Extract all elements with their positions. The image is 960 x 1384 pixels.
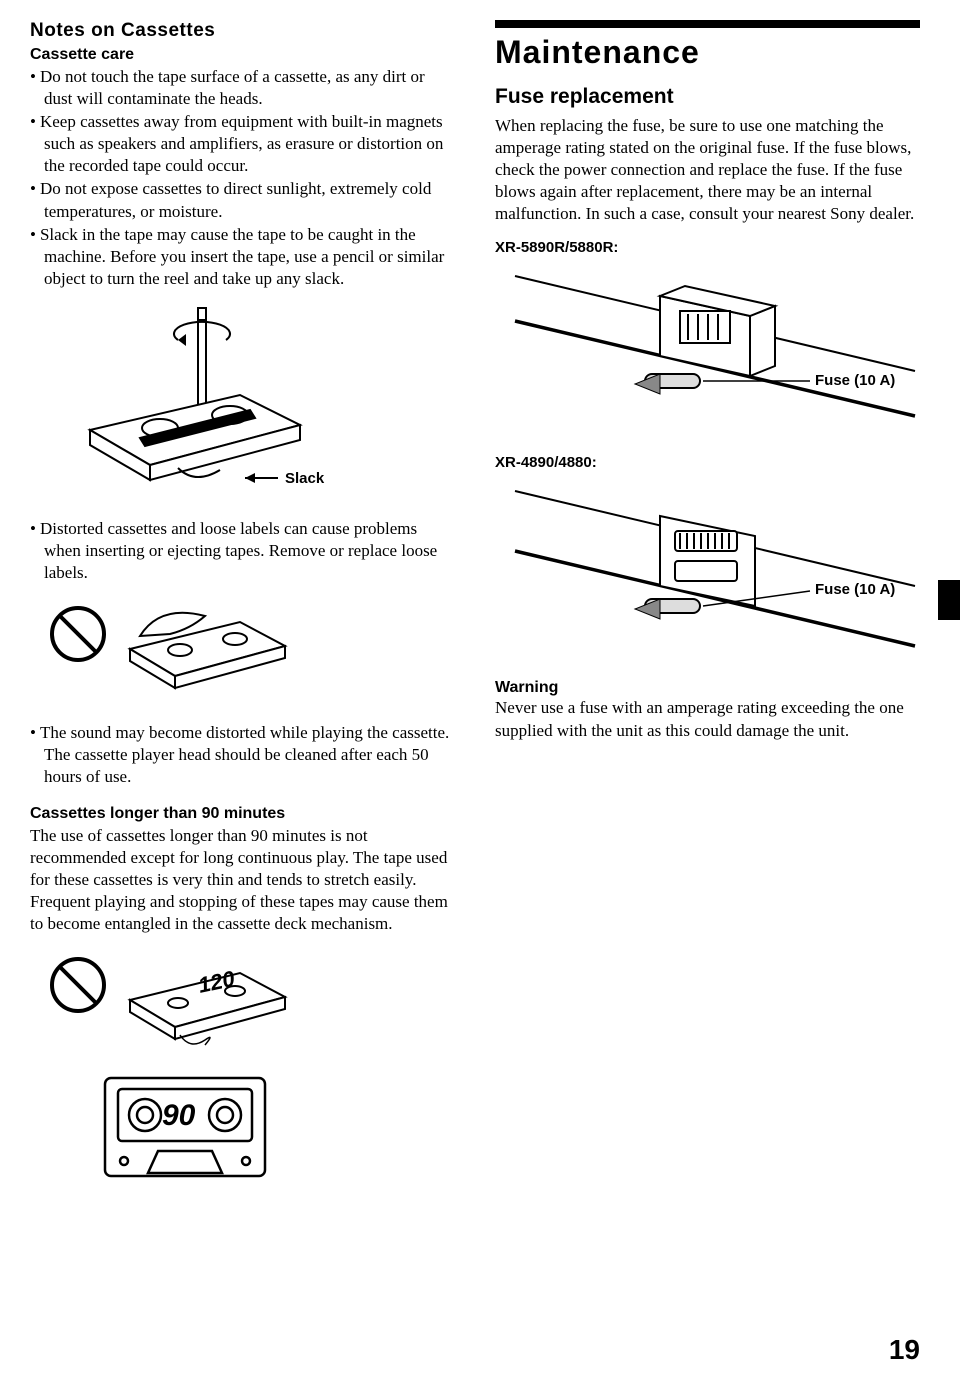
cassette-pencil-figure: Slack: [30, 300, 455, 500]
fuse-holder-b-icon: [495, 481, 925, 661]
fuse-diagram-b: Fuse (10 A): [495, 481, 920, 661]
long-cassette-body: The use of cassettes longer than 90 minu…: [30, 825, 455, 935]
bullet-item: Do not touch the tape surface of a casse…: [30, 66, 455, 110]
label-90: 90: [162, 1099, 196, 1132]
fuse-replacement-title: Fuse replacement: [495, 85, 920, 109]
fuse-replacement-body: When replacing the fuse, be sure to use …: [495, 115, 920, 225]
bullet-item: Do not expose cassettes to direct sunlig…: [30, 178, 455, 222]
no-loose-label-icon: [30, 594, 290, 704]
cassette-90-icon: 90: [100, 1073, 270, 1183]
slack-label: Slack: [285, 470, 324, 487]
fuse-label-a: Fuse (10 A): [815, 372, 895, 389]
fuse-holder-a-icon: [495, 266, 925, 436]
care-bullets: Do not touch the tape surface of a casse…: [30, 66, 455, 290]
bullet-item: Keep cassettes away from equipment with …: [30, 111, 455, 177]
page-content: Notes on Cassettes Cassette care Do not …: [30, 20, 920, 1201]
fuse-diagram-a: Fuse (10 A): [495, 266, 920, 436]
warning-body: Never use a fuse with an amperage rating…: [495, 697, 920, 741]
sound-bullets: The sound may become distorted while pla…: [30, 722, 455, 788]
model-b-label: XR-4890/4880:: [495, 454, 920, 471]
notes-title: Notes on Cassettes: [30, 20, 455, 42]
maintenance-heading: Maintenance: [495, 20, 920, 71]
prohibited-cassette-figure: [30, 594, 455, 704]
warning-title: Warning: [495, 679, 920, 697]
bullet-item: Slack in the tape may cause the tape to …: [30, 224, 455, 290]
cassette-120-figure: 120: [30, 945, 455, 1055]
bullet-item: Distorted cassettes and loose labels can…: [30, 518, 455, 584]
cassette-90-figure: 90: [100, 1073, 455, 1183]
long-cassette-title: Cassettes longer than 90 minutes: [30, 805, 455, 823]
left-column: Notes on Cassettes Cassette care Do not …: [30, 20, 455, 1201]
cassette-care-title: Cassette care: [30, 46, 455, 64]
bullet-item: The sound may become distorted while pla…: [30, 722, 455, 788]
section-tab: [938, 580, 960, 620]
page-number: 19: [889, 1334, 920, 1366]
fuse-label-b: Fuse (10 A): [815, 581, 895, 598]
no-120-cassette-icon: 120: [30, 945, 290, 1055]
right-column: Maintenance Fuse replacement When replac…: [495, 20, 920, 1201]
distorted-bullets: Distorted cassettes and loose labels can…: [30, 518, 455, 584]
model-a-label: XR-5890R/5880R:: [495, 239, 920, 256]
